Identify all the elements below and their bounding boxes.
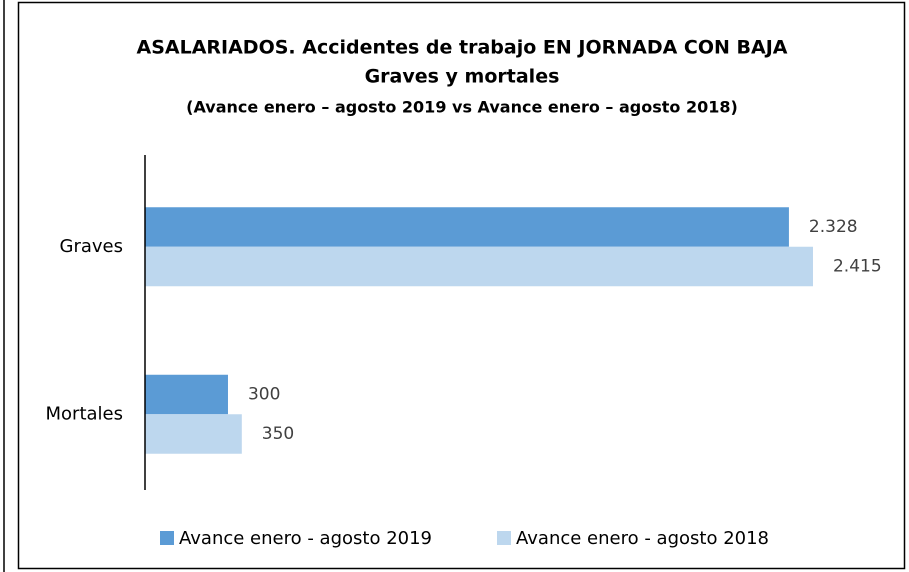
y-tick-label: Graves (60, 236, 123, 257)
chart-title: Graves y mortales (365, 66, 560, 88)
bar (145, 374, 228, 415)
legend-swatch (160, 531, 174, 545)
y-tick-label: Mortales (46, 403, 123, 424)
bar (145, 207, 789, 247)
data-label: 2.415 (833, 257, 882, 277)
chart-subtitle: (Avance enero – agosto 2019 vs Avance en… (186, 98, 738, 117)
data-label: 350 (262, 424, 294, 444)
bar (145, 414, 242, 454)
data-label: 2.328 (809, 217, 858, 237)
legend-label: Avance enero - agosto 2019 (179, 528, 432, 549)
legend-swatch (497, 531, 511, 545)
legend-label: Avance enero - agosto 2018 (516, 528, 769, 549)
bar (145, 246, 813, 287)
chart-title: ASALARIADOS. Accidentes de trabajo EN JO… (137, 37, 788, 59)
data-label: 300 (248, 385, 280, 405)
